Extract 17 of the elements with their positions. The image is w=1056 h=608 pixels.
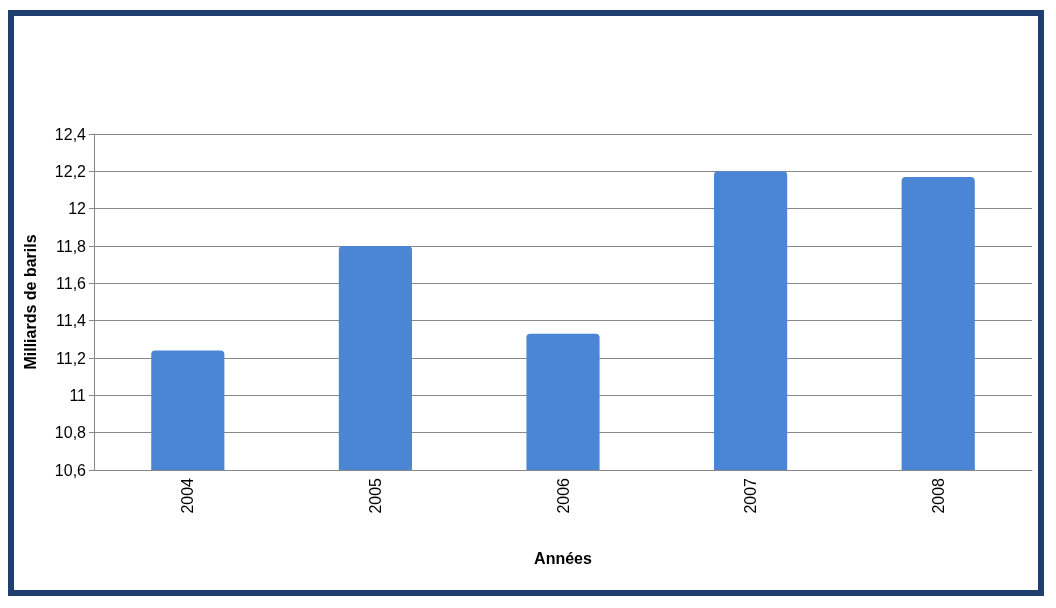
x-tick-label: 2005 [366, 477, 384, 514]
x-tick-label: 2007 [742, 477, 760, 514]
y-tick-label: 11,6 [56, 274, 87, 292]
x-tick-label: 2004 [179, 477, 197, 514]
y-tick-label: 10,8 [54, 424, 87, 442]
x-axis-title: Années [534, 549, 592, 567]
y-axis-title: Milliards de barils [21, 234, 39, 370]
y-tick-label: 11 [69, 386, 87, 404]
y-tick-label: 12,4 [54, 125, 87, 143]
y-tick-label: 12 [68, 200, 87, 218]
y-tick-label: 11,8 [56, 237, 87, 255]
x-tick-label: 2008 [929, 477, 947, 514]
y-tick-label: 11,4 [56, 312, 87, 330]
y-tick-label: 12,2 [54, 162, 87, 180]
y-tick-label: 10,6 [54, 461, 87, 479]
y-tick-label: 11,2 [56, 349, 87, 367]
x-tick-label: 2006 [554, 477, 572, 514]
